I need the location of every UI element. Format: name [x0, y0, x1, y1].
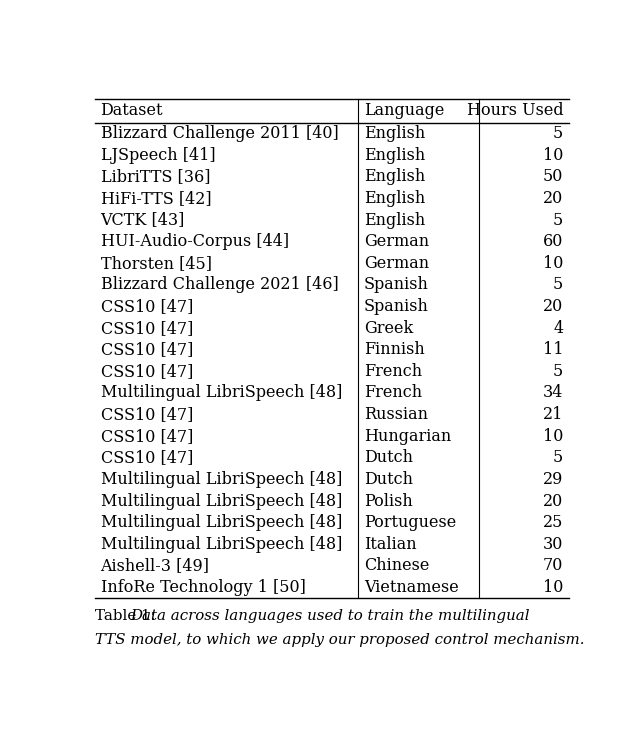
Text: English: English	[364, 211, 425, 229]
Text: Portuguese: Portuguese	[364, 514, 456, 531]
Text: Data across languages used to train the multilingual: Data across languages used to train the …	[131, 609, 530, 623]
Text: CSS10 [47]: CSS10 [47]	[101, 363, 193, 380]
Text: 5: 5	[553, 363, 563, 380]
Text: CSS10 [47]: CSS10 [47]	[101, 298, 193, 315]
Text: Hours Used: Hours Used	[467, 102, 563, 120]
Text: 25: 25	[543, 514, 563, 531]
Text: HiFi-TTS [42]: HiFi-TTS [42]	[101, 190, 211, 207]
Text: Dataset: Dataset	[101, 102, 163, 120]
Text: TTS model, to which we apply our proposed control mechanism.: TTS model, to which we apply our propose…	[94, 633, 584, 647]
Text: Dutch: Dutch	[364, 450, 413, 466]
Text: 5: 5	[553, 277, 563, 293]
Text: 20: 20	[543, 298, 563, 315]
Text: 20: 20	[543, 190, 563, 207]
Text: Spanish: Spanish	[364, 277, 429, 293]
Text: Russian: Russian	[364, 406, 428, 423]
Text: Aishell-3 [49]: Aishell-3 [49]	[101, 557, 209, 575]
Text: Vietnamese: Vietnamese	[364, 579, 459, 596]
Text: 50: 50	[543, 168, 563, 185]
Text: English: English	[364, 147, 425, 164]
Text: 70: 70	[543, 557, 563, 575]
Text: Multilingual LibriSpeech [48]: Multilingual LibriSpeech [48]	[101, 384, 342, 402]
Text: Multilingual LibriSpeech [48]: Multilingual LibriSpeech [48]	[101, 514, 342, 531]
Text: VCTK [43]: VCTK [43]	[101, 211, 185, 229]
Text: 5: 5	[553, 450, 563, 466]
Text: English: English	[364, 168, 425, 185]
Text: HUI-Audio-Corpus [44]: HUI-Audio-Corpus [44]	[101, 233, 288, 250]
Text: LibriTTS [36]: LibriTTS [36]	[101, 168, 210, 185]
Text: Chinese: Chinese	[364, 557, 429, 575]
Text: Blizzard Challenge 2011 [40]: Blizzard Challenge 2011 [40]	[101, 125, 338, 142]
Text: Table 1:: Table 1:	[94, 609, 160, 623]
Text: 21: 21	[543, 406, 563, 423]
Text: LJSpeech [41]: LJSpeech [41]	[101, 147, 215, 164]
Text: Dutch: Dutch	[364, 471, 413, 488]
Text: Blizzard Challenge 2021 [46]: Blizzard Challenge 2021 [46]	[101, 277, 338, 293]
Text: 10: 10	[543, 428, 563, 444]
Text: 5: 5	[553, 125, 563, 142]
Text: French: French	[364, 363, 422, 380]
Text: 20: 20	[543, 493, 563, 510]
Text: 11: 11	[543, 341, 563, 358]
Text: 10: 10	[543, 255, 563, 271]
Text: 30: 30	[543, 536, 563, 553]
Text: 10: 10	[543, 579, 563, 596]
Text: Multilingual LibriSpeech [48]: Multilingual LibriSpeech [48]	[101, 471, 342, 488]
Text: English: English	[364, 125, 425, 142]
Text: CSS10 [47]: CSS10 [47]	[101, 406, 193, 423]
Text: CSS10 [47]: CSS10 [47]	[101, 341, 193, 358]
Text: Thorsten [45]: Thorsten [45]	[101, 255, 212, 271]
Text: Greek: Greek	[364, 320, 413, 337]
Text: 5: 5	[553, 211, 563, 229]
Text: French: French	[364, 384, 422, 402]
Text: 60: 60	[543, 233, 563, 250]
Text: Hungarian: Hungarian	[364, 428, 451, 444]
Text: 10: 10	[543, 147, 563, 164]
Text: German: German	[364, 233, 429, 250]
Text: 34: 34	[543, 384, 563, 402]
Text: Spanish: Spanish	[364, 298, 429, 315]
Text: CSS10 [47]: CSS10 [47]	[101, 428, 193, 444]
Text: Multilingual LibriSpeech [48]: Multilingual LibriSpeech [48]	[101, 493, 342, 510]
Text: CSS10 [47]: CSS10 [47]	[101, 320, 193, 337]
Text: Polish: Polish	[364, 493, 413, 510]
Text: InfoRe Technology 1 [50]: InfoRe Technology 1 [50]	[101, 579, 306, 596]
Text: German: German	[364, 255, 429, 271]
Text: 4: 4	[553, 320, 563, 337]
Text: 29: 29	[543, 471, 563, 488]
Text: CSS10 [47]: CSS10 [47]	[101, 450, 193, 466]
Text: Language: Language	[364, 102, 444, 120]
Text: English: English	[364, 190, 425, 207]
Text: Finnish: Finnish	[364, 341, 425, 358]
Text: Multilingual LibriSpeech [48]: Multilingual LibriSpeech [48]	[101, 536, 342, 553]
Text: Italian: Italian	[364, 536, 417, 553]
